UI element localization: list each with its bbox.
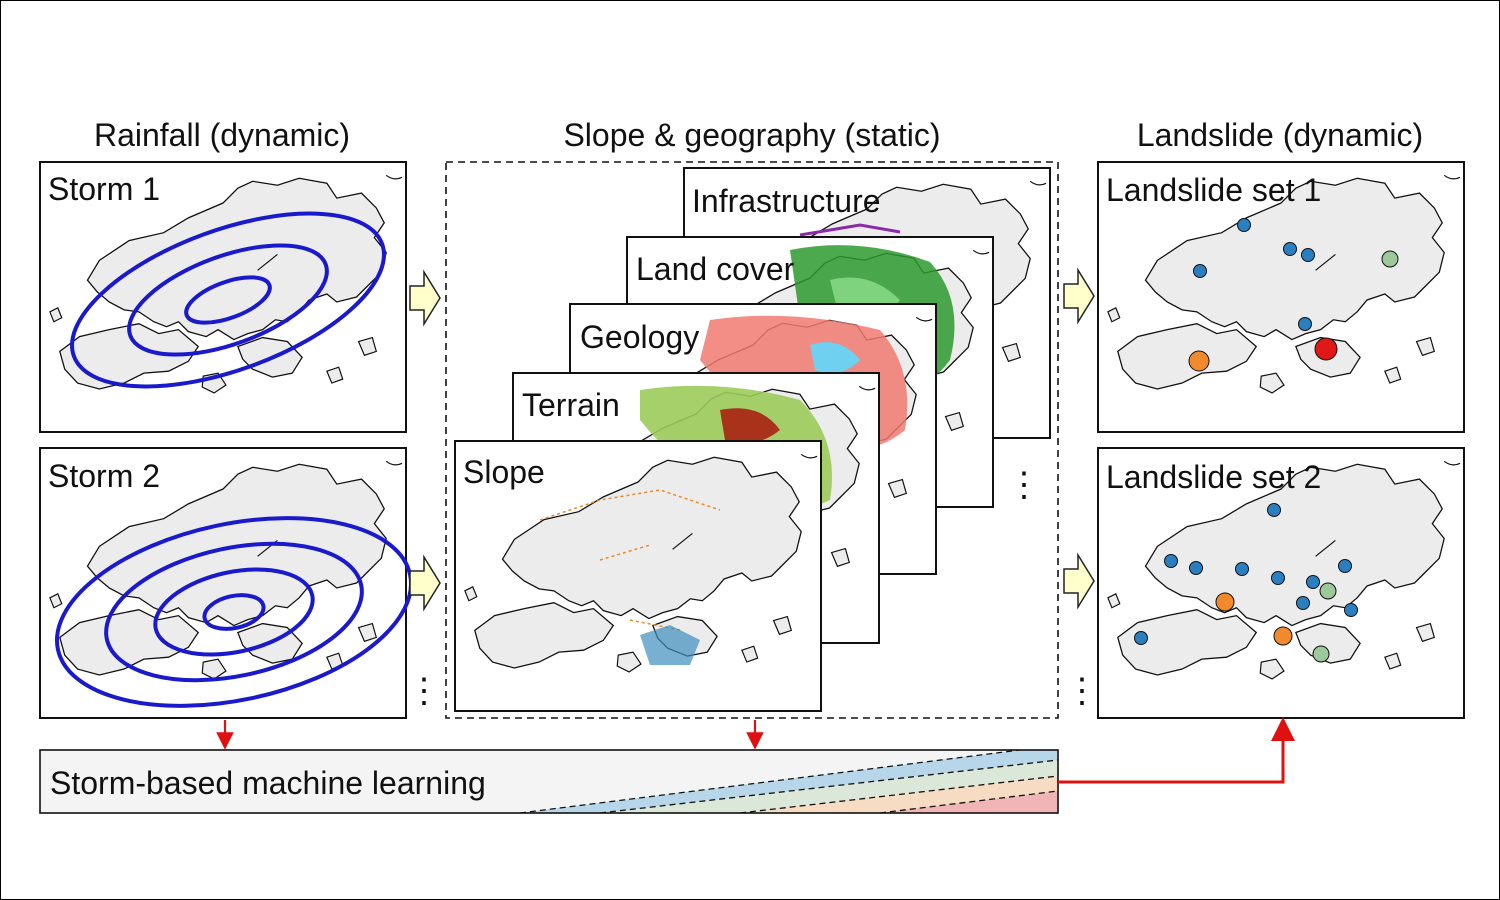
landslide-point (1312, 645, 1330, 663)
layer-label: Infrastructure (692, 183, 881, 219)
landslide-point (1193, 264, 1207, 278)
layer-label: Terrain (522, 387, 620, 423)
landslide-panel-2: Landslide set 2 (1097, 447, 1465, 719)
landslide-point (1314, 337, 1338, 361)
landslide-panel-1: Landslide set 1 (1097, 161, 1465, 433)
landslide-header: Landslide (dynamic) (1137, 117, 1423, 153)
landslide-point (1189, 561, 1203, 575)
landslide-point (1296, 596, 1310, 610)
landslide-point (1188, 350, 1210, 372)
storm-ring (184, 275, 272, 325)
landslide-point (1306, 575, 1320, 589)
landslide-point (1271, 571, 1285, 585)
storm-ring (127, 243, 329, 357)
storm-ellipsis: ⋮ (407, 672, 441, 710)
landslide-point (1298, 317, 1312, 331)
landslide-points (1188, 218, 1399, 372)
storm-ring (104, 541, 364, 683)
ml-bar: Storm-based machine learning (39, 749, 1059, 814)
arrow-rain-to-slope-1 (409, 269, 441, 327)
landslide-point (1344, 603, 1358, 617)
arrow-rain-to-slope-2 (409, 554, 441, 612)
storm-ring (202, 593, 266, 631)
arrow-slope-to-landslide-1 (1063, 267, 1095, 325)
storm-label: Storm 1 (48, 171, 160, 207)
flow-arrows (409, 267, 1095, 612)
layer-label: Land cover (636, 251, 795, 287)
layer-slope: Slope (454, 440, 822, 712)
rainfall-header: Rainfall (dynamic) (94, 117, 350, 153)
ml-label: Storm-based machine learning (50, 765, 486, 801)
landslide-point (1134, 631, 1148, 645)
landslide-set-label: Landslide set 1 (1106, 172, 1321, 208)
layer-label: Slope (463, 454, 545, 490)
landslide-point (1301, 248, 1315, 262)
landslide-points (1134, 503, 1358, 663)
landslide-point (1235, 562, 1249, 576)
landslide-point (1273, 626, 1293, 646)
band-blue (520, 750, 1058, 813)
static-layers-group (445, 161, 1059, 719)
landslide-point (1381, 250, 1399, 268)
landslide-point (1215, 592, 1235, 612)
storm-label: Storm 2 (48, 458, 160, 494)
arrow-slope-to-landslide-2 (1063, 552, 1095, 610)
landslide-ellipsis: ⋮ (1065, 672, 1099, 710)
red-arrows (216, 717, 1295, 784)
arrow-ml-to-landslide (1058, 717, 1295, 784)
layers-ellipsis: ⋮ (1007, 466, 1041, 504)
landslide-point (1267, 503, 1281, 517)
landslide-point (1319, 582, 1337, 600)
storm-panel-1: Storm 1 (39, 161, 407, 433)
storm-rings (70, 211, 386, 389)
slope-geography-header: Slope & geography (static) (563, 117, 940, 153)
storm-panel-2: Storm 2 (39, 447, 414, 719)
landslide-set-label: Landslide set 2 (1106, 459, 1321, 495)
landslide-point (1237, 218, 1251, 232)
layer-label: Geology (580, 319, 699, 355)
storm-ring (153, 567, 315, 657)
landslide-point (1283, 242, 1297, 256)
storm-ring (70, 211, 386, 389)
landslide-point (1164, 554, 1178, 568)
landslide-point (1338, 559, 1352, 573)
